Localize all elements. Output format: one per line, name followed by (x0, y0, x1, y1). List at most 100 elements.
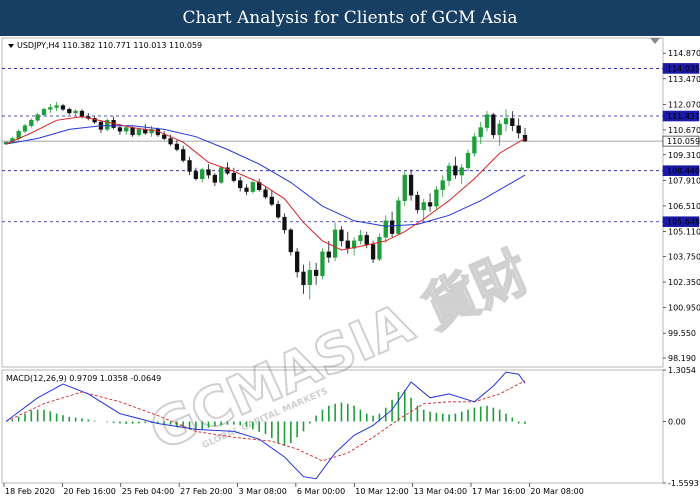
candle-body (377, 236, 382, 260)
time-tick-label: 13 Mar 04:00 (414, 487, 467, 496)
price-levels (2, 68, 663, 223)
candle-body (187, 160, 192, 172)
candle-body (130, 127, 135, 136)
price-level-box (662, 165, 700, 176)
price-level-value: 114.035 (667, 64, 700, 73)
candle-body (484, 114, 490, 128)
price-level-box (662, 216, 700, 228)
ma-blue-line (5, 125, 526, 227)
candle-body (408, 174, 414, 196)
symbol-info: USDJPY,H4 110.382 110.771 110.013 110.05… (17, 41, 202, 50)
time-tick-label: 27 Feb 20:00 (180, 487, 232, 496)
time-tick-label: 17 Mar 16:00 (472, 487, 525, 496)
candle-body (465, 152, 471, 169)
moving-averages (5, 116, 526, 251)
shift-marker-icon (650, 38, 660, 44)
candle-body (332, 229, 338, 258)
price-tick-label: 102.350 (668, 278, 700, 287)
candle-body (22, 125, 28, 132)
macd-signal-line (5, 380, 526, 462)
candle-body (358, 235, 363, 242)
candle-body (60, 105, 66, 110)
candle-body (35, 114, 40, 121)
candle-body (124, 127, 129, 132)
candle-body (162, 134, 167, 139)
candle-body (472, 136, 477, 154)
candle-body (427, 202, 433, 207)
banner-title: Chart Analysis for Clients of GCM Asia (182, 8, 518, 28)
candle-body (238, 180, 243, 189)
price-chart[interactable]: GCMASIA 貨財 GLOBAL CAPITAL MARKETS 114.87… (0, 36, 700, 500)
candle-body (516, 125, 521, 134)
macd-tick-label: 1.3054 (668, 366, 696, 375)
candle-body (491, 114, 496, 136)
candle-body (402, 174, 407, 201)
candle-body (383, 220, 388, 238)
price-level-value: 111.431 (667, 112, 700, 121)
candle-body (478, 127, 483, 137)
dropdown-triangle-icon[interactable] (8, 44, 14, 48)
macd-axis: 1.3054 0.00 -1.5593 (663, 366, 699, 488)
candle-body (117, 127, 123, 132)
ma-red-line (5, 116, 526, 251)
candle-body (320, 251, 325, 276)
candle-body (301, 271, 306, 285)
macd-tick-label: 0.00 (668, 417, 686, 426)
time-tick-label: 20 Mar 08:00 (530, 487, 583, 496)
macd-main-line (5, 371, 526, 480)
candle-body (212, 174, 218, 183)
macd-panel-frame (1, 369, 664, 484)
candle-body (288, 229, 293, 253)
candle-body (294, 251, 300, 273)
candle-body (200, 169, 205, 179)
time-tick-label: 18 Feb 2020 (5, 487, 55, 496)
candle-body (67, 109, 72, 114)
candle-body (510, 118, 515, 126)
price-tick-label: 100.950 (668, 304, 700, 313)
candle-body (48, 107, 53, 110)
price-tick-label: 106.510 (668, 202, 700, 211)
price-tick-label: 98.190 (668, 354, 696, 363)
candle-body (364, 235, 369, 245)
candle-body (415, 194, 420, 211)
main-panel-frame (1, 37, 664, 368)
time-tick-label: 6 Mar 00:00 (297, 487, 345, 496)
time-tick-label: 3 Mar 08:00 (239, 487, 287, 496)
candle-body (206, 169, 211, 176)
candle-body (263, 189, 268, 198)
price-tick-label: 113.470 (668, 75, 700, 84)
price-tick-label: 105.110 (668, 228, 700, 237)
candle-body (174, 143, 180, 150)
candle-body (459, 167, 464, 176)
candle-body (54, 105, 59, 108)
candle-body (225, 167, 230, 174)
macd-indicator (5, 371, 526, 480)
candle-body (345, 240, 350, 249)
candle-body (370, 244, 376, 260)
candle-body (339, 229, 344, 242)
candle-body (282, 216, 287, 231)
price-level-box (662, 135, 700, 147)
price-tick-label: 112.070 (668, 100, 700, 109)
candle-body (219, 167, 224, 183)
price-tick-label: 107.910 (668, 176, 700, 185)
candle-body (29, 120, 34, 126)
macd-tick-label: -1.5593 (668, 479, 699, 488)
price-tick-label: 99.550 (668, 329, 696, 338)
time-tick-label: 10 Mar 12:00 (355, 487, 408, 496)
macd-label: MACD(12,26,9) 0.9709 1.0358 -0.0649 (6, 374, 161, 383)
price-tick-label: 103.750 (668, 252, 700, 261)
price-level-box (662, 63, 700, 74)
candle-body (389, 220, 395, 234)
candle-body (231, 173, 237, 181)
candle-body (446, 165, 452, 181)
candle-body (250, 182, 255, 192)
candle-body (497, 123, 502, 136)
candle-body (307, 269, 312, 285)
candle-body (41, 109, 47, 116)
candle-body (440, 180, 445, 190)
candle-body (149, 129, 154, 134)
price-level-box (662, 110, 700, 122)
candle-body (522, 134, 528, 142)
candle-body (168, 138, 173, 145)
